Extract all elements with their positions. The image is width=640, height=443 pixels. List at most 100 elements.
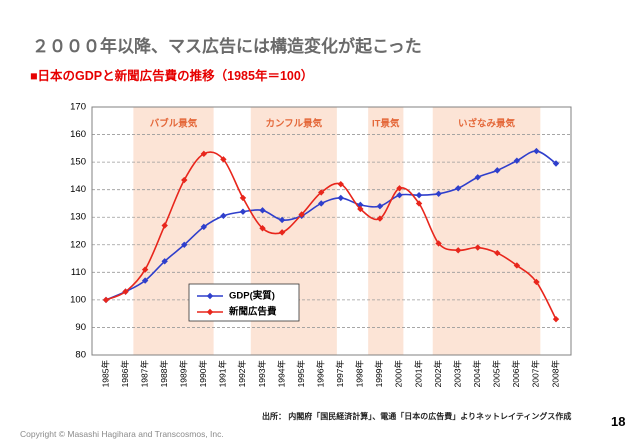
newspaper-ad-point (200, 150, 208, 158)
newspaper-ad-point (454, 247, 462, 254)
newspaper-ad-point (298, 211, 305, 218)
newspaper-ad-point (220, 156, 227, 163)
newspaper-ad-point (357, 205, 364, 213)
y-tick-label: 120 (70, 239, 86, 250)
gdp-point (337, 194, 344, 202)
bubble-boom-label: バブル景気 (150, 118, 198, 130)
newspaper-ad-point (376, 215, 384, 222)
y-tick-label: 110 (71, 267, 86, 278)
x-tick-label: 1993年 (257, 360, 267, 388)
newspaper-ad-point (533, 278, 540, 286)
gdp-point (318, 200, 325, 207)
legend-newspaper-ad-swatch-marker (206, 308, 214, 316)
newspaper-ad-point (415, 200, 423, 207)
y-tick-label: 150 (70, 157, 86, 168)
it-boom-band (368, 107, 404, 355)
gdp-point (376, 203, 384, 210)
x-tick-label: 1997年 (335, 360, 345, 388)
shaded-period-labels: バブル景気 カンフル景気 IT景気 いざなみ景気 (150, 118, 516, 130)
x-tick-label: 1991年 (218, 360, 228, 388)
izanami-boom-label: いざなみ景気 (458, 118, 516, 130)
series (102, 147, 560, 323)
gdp-point (415, 191, 423, 199)
newspaper-ad-point (474, 244, 481, 251)
gdp-point (454, 185, 462, 192)
newspaper-ad-point (102, 296, 110, 304)
kanfuru-boom-label: カンフル景気 (265, 118, 322, 130)
gdp-point (396, 191, 403, 199)
copyright-notice: Copyright © Masashi Hagihara and Transco… (20, 429, 224, 439)
x-tick-label: 2005年 (492, 360, 502, 388)
newspaper-ad-point (318, 189, 325, 196)
legend-box (188, 283, 300, 322)
gdp-point (533, 147, 540, 155)
x-tick-label: 1998年 (355, 360, 365, 388)
plot-area-frame (91, 106, 572, 356)
x-tick-label: 1988年 (159, 360, 169, 388)
gdp-point (259, 207, 266, 214)
izanami-boom-band (432, 107, 541, 355)
x-tick-label: 2006年 (511, 360, 521, 388)
gdp-point (220, 212, 227, 220)
it-boom-label: IT景気 (372, 118, 400, 130)
x-tick-label: 1999年 (374, 360, 384, 388)
y-tick-label: 140 (70, 184, 86, 195)
shaded-periods (133, 107, 541, 355)
newspaper-ad-point (337, 180, 344, 188)
x-tick-label: 1996年 (315, 360, 325, 388)
x-tick-label: 2007年 (531, 360, 541, 388)
x-tick-label: 1990年 (198, 360, 208, 388)
y-tick-label: 90 (75, 322, 86, 333)
gdp-point (239, 208, 247, 215)
newspaper-ad-point (435, 240, 442, 247)
x-tick-label: 2001年 (413, 360, 423, 388)
x-tick-label: 1986年 (120, 360, 130, 388)
newspaper-ad-point (278, 229, 286, 236)
legend: GDP(実質) 新聞広告費 (188, 283, 300, 322)
gdp-point (200, 223, 208, 231)
newspaper-ad-point (161, 222, 168, 229)
source-note: 出所： 内閣府「国民経済計算」、電通「日本の広告費」よりネットレイティングス作成 (262, 412, 572, 421)
legend-gdp-label: GDP(実質) (229, 290, 275, 302)
slide-title: ２０００年以降、マス広告には構造変化が起こった (32, 37, 422, 56)
page-number: 18 (611, 414, 626, 429)
legend-newspaper-ad-label: 新聞広告費 (229, 306, 277, 318)
gdp-point (141, 277, 149, 284)
x-tick-label: 2000年 (394, 360, 404, 388)
gdp-point (161, 258, 168, 265)
chart-title: ■日本のGDPと新聞広告費の推移（1985年＝100） (30, 69, 314, 83)
x-tick-label: 1989年 (179, 360, 189, 388)
x-tick-label: 2002年 (433, 360, 443, 388)
gdp-point (435, 190, 442, 197)
x-tick-label: 1985年 (100, 360, 110, 388)
x-tick-label: 1994年 (276, 360, 286, 388)
newspaper-ad-point (552, 315, 560, 323)
x-axis-labels: 1985年 1986年 1987年 1988年 1989年 1990年 1991年 1992年… (100, 360, 560, 388)
newspaper-ad-point (181, 176, 188, 184)
y-tick-label: 130 (70, 212, 86, 223)
y-tick-label: 100 (70, 294, 86, 305)
y-tick-label: 170 (70, 102, 86, 113)
x-tick-label: 2008年 (550, 360, 560, 388)
newspaper-ad-point (259, 225, 266, 232)
gdp-point (181, 241, 188, 248)
x-tick-label: 2003年 (452, 360, 462, 388)
y-tick-label: 160 (70, 129, 86, 140)
y-axis-labels: 80 90 100 110 120 130 140 150 160 170 (70, 102, 86, 361)
gdp-point (552, 160, 560, 167)
newspaper-ad-point (396, 185, 403, 192)
y-tick-label: 80 (75, 350, 86, 361)
newspaper-ad-point (141, 266, 149, 273)
gdp-point (494, 167, 501, 174)
gdp-point (278, 216, 286, 224)
gdp-point (474, 174, 481, 181)
newspaper-ad-point (239, 194, 247, 202)
x-tick-label: 1987年 (139, 360, 149, 388)
x-tick-label: 1992年 (237, 360, 247, 388)
legend-gdp-swatch-marker (206, 292, 214, 300)
x-tick-label: 2004年 (472, 360, 482, 388)
newspaper-ad-point (513, 262, 521, 269)
gdp-point (357, 201, 364, 209)
